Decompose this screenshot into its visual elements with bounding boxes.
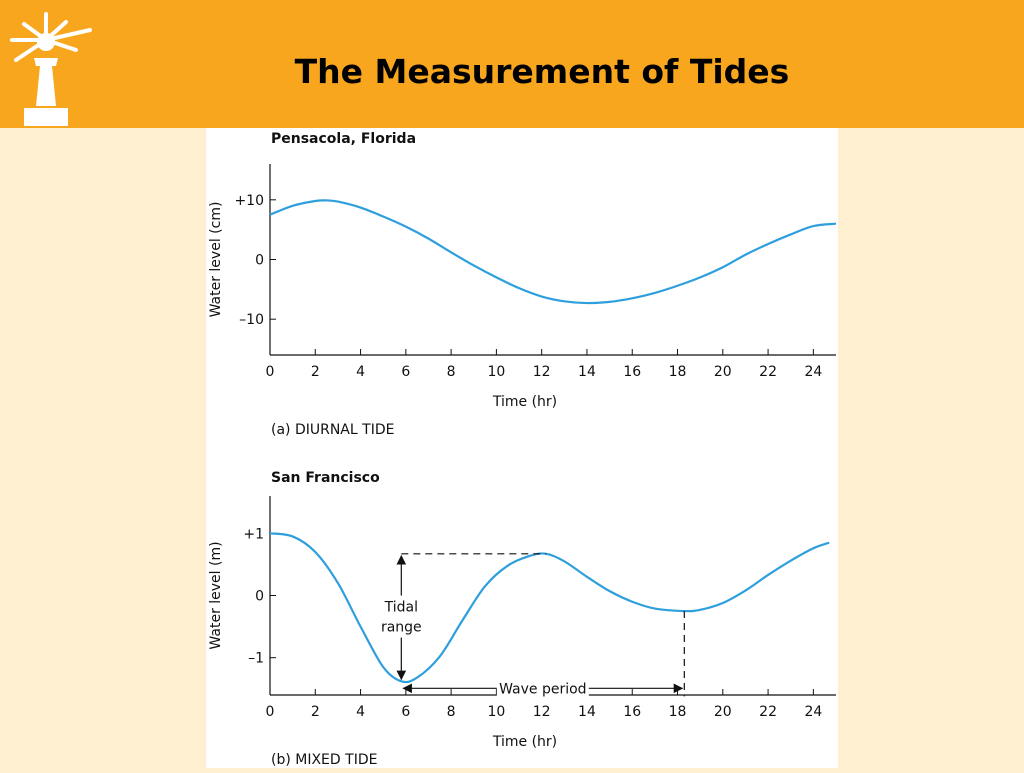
slide-header: The Measurement of Tides	[0, 0, 1024, 128]
y-tick-label: –10	[239, 312, 264, 328]
y-axis-label: Water level (cm)	[208, 202, 224, 318]
chart-title: San Francisco	[271, 470, 380, 486]
tidal-range-label: range	[381, 620, 422, 636]
x-tick-label: 6	[401, 364, 410, 380]
x-tick-label: 20	[714, 704, 732, 720]
x-tick-label: 24	[804, 364, 822, 380]
series-line	[269, 532, 830, 684]
x-tick-label: 2	[311, 364, 320, 380]
tidal-range-label: Tidal	[384, 600, 418, 616]
chart-caption: (b) MIXED TIDE	[271, 752, 377, 768]
x-tick-label: 12	[533, 364, 551, 380]
x-tick-label: 4	[356, 364, 365, 380]
x-axis-label: Time (hr)	[492, 394, 557, 410]
series-line	[269, 199, 837, 305]
x-tick-label: 6	[401, 704, 410, 720]
x-tick-label: 16	[623, 364, 641, 380]
chart-caption: (a) DIURNAL TIDE	[271, 422, 394, 438]
x-tick-label: 22	[759, 704, 777, 720]
x-tick-label: 18	[669, 704, 687, 720]
y-tick-label: –1	[248, 651, 264, 667]
x-tick-label: 14	[578, 704, 596, 720]
y-tick-label: +1	[243, 526, 264, 542]
wave-period-label-bg	[496, 677, 589, 698]
y-tick-label: 0	[255, 589, 264, 605]
y-tick-label: 0	[255, 253, 264, 269]
x-tick-label: 2	[311, 704, 320, 720]
chart-title: Pensacola, Florida	[271, 131, 416, 147]
y-axis-label: Water level (m)	[208, 541, 224, 649]
tidal-range-label-bg	[375, 595, 428, 638]
figure-panel: Pensacola, Florida 0 2 4 6 8 10 12 14 16 18 20 22 24 +…	[206, 128, 838, 768]
x-tick-label: 20	[714, 364, 732, 380]
x-tick-label: 24	[804, 704, 822, 720]
x-tick-label: 22	[759, 364, 777, 380]
x-tick-label: 0	[266, 704, 275, 720]
x-axis-label: Time (hr)	[492, 734, 557, 750]
lighthouse-logo-icon	[10, 12, 92, 126]
x-tick-label: 18	[669, 364, 687, 380]
x-tick-label: 0	[266, 364, 275, 380]
x-tick-label: 10	[487, 704, 505, 720]
x-tick-label: 14	[578, 364, 596, 380]
x-tick-label: 16	[623, 704, 641, 720]
x-tick-label: 8	[447, 364, 456, 380]
x-tick-label: 8	[447, 704, 456, 720]
y-tick-label: +10	[234, 193, 264, 209]
x-tick-label: 12	[533, 704, 551, 720]
wave-period-label: Wave period	[499, 681, 586, 697]
slide-title: The Measurement of Tides	[294, 52, 790, 91]
x-tick-label: 4	[356, 704, 365, 720]
x-tick-label: 10	[487, 364, 505, 380]
